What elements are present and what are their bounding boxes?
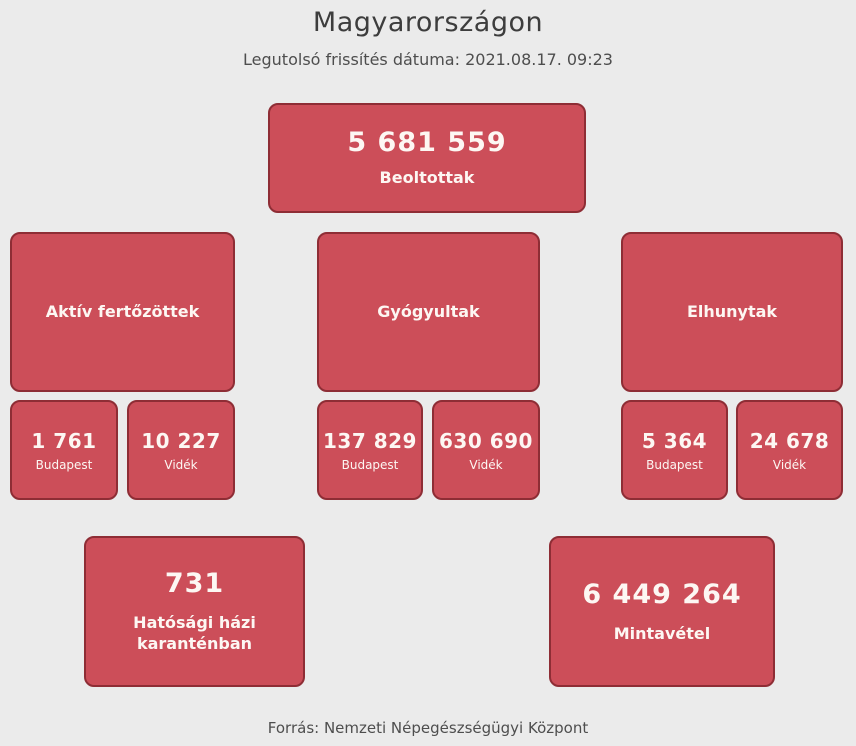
- active-countryside-label: Vidék: [164, 457, 198, 472]
- deceased-budapest-card: 5 364 Budapest: [621, 400, 728, 500]
- deceased-budapest-label: Budapest: [646, 457, 703, 472]
- recovered-countryside-card: 630 690 Vidék: [432, 400, 540, 500]
- quarantine-label: Hatósági házi karanténban: [133, 613, 256, 653]
- active-countryside-value: 10 227: [141, 428, 221, 453]
- deceased-countryside-label: Vidék: [772, 457, 807, 472]
- deceased-budapest-value: 5 364: [641, 428, 708, 453]
- active-infections-card: Aktív fertőzöttek: [10, 232, 235, 392]
- recovered-countryside-label: Vidék: [469, 457, 503, 472]
- vaccinated-value: 5 681 559: [347, 127, 507, 159]
- deceased-label: Elhunytak: [686, 301, 778, 321]
- vaccinated-label: Beoltottak: [379, 168, 475, 188]
- recovered-budapest-value: 137 829: [323, 428, 417, 453]
- recovered-label: Gyógyultak: [377, 301, 480, 321]
- recovered-budapest-card: 137 829 Budapest: [317, 400, 423, 500]
- deceased-card: Elhunytak: [621, 232, 843, 392]
- quarantine-card: 731 Hatósági házi karanténban: [84, 536, 305, 687]
- active-budapest-card: 1 761 Budapest: [10, 400, 118, 500]
- last-updated-text: Legutolsó frissítés dátuma: 2021.08.17. …: [243, 50, 613, 69]
- recovered-budapest-label: Budapest: [341, 457, 399, 472]
- active-countryside-card: 10 227 Vidék: [127, 400, 235, 500]
- source-note: Forrás: Nemzeti Népegészségügyi Központ: [267, 719, 589, 737]
- deceased-countryside-value: 24 678: [749, 428, 830, 453]
- quarantine-value: 731: [164, 568, 225, 600]
- active-infections-label: Aktív fertőzöttek: [45, 301, 200, 321]
- samples-label: Mintavétel: [613, 623, 711, 643]
- active-budapest-label: Budapest: [35, 457, 93, 472]
- recovered-card: Gyógyultak: [317, 232, 540, 392]
- active-budapest-value: 1 761: [31, 428, 97, 453]
- samples-value: 6 449 264: [582, 578, 742, 610]
- samples-card: 6 449 264 Mintavétel: [549, 536, 775, 687]
- deceased-countryside-card: 24 678 Vidék: [736, 400, 843, 500]
- recovered-countryside-value: 630 690: [439, 428, 533, 453]
- vaccinated-card: 5 681 559 Beoltottak: [268, 103, 586, 213]
- page-title: Magyarországon: [312, 7, 544, 38]
